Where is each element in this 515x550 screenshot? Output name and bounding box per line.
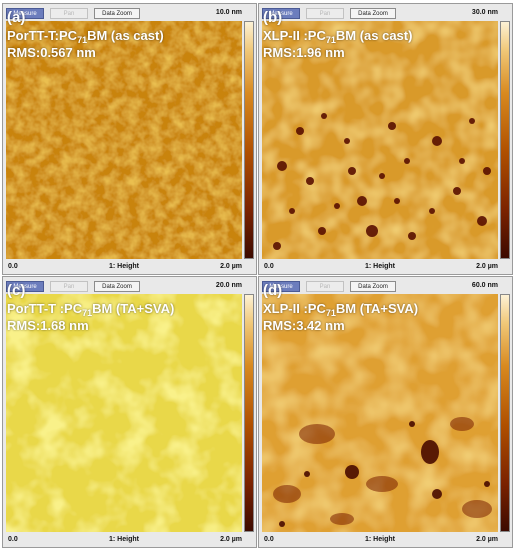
x-axis-max: 2.0 µm xyxy=(476,536,498,543)
data-zoom-button[interactable]: Data Zoom xyxy=(94,281,140,292)
afm-height-image xyxy=(6,294,242,532)
panel-footer: 0.0 1: Height 2.0 µm xyxy=(6,536,242,546)
measure-button[interactable]: Measure xyxy=(262,281,300,292)
channel-label: 1: Height xyxy=(109,263,139,270)
z-scale-max: 30.0 nm xyxy=(471,9,498,16)
data-zoom-button[interactable]: Data Zoom xyxy=(350,8,396,19)
afm-height-image xyxy=(6,21,242,259)
z-scale-max: 10.0 nm xyxy=(215,9,242,16)
channel-label: 1: Height xyxy=(109,536,139,543)
measure-button[interactable]: Measure xyxy=(262,8,300,19)
panel-letter: (a) xyxy=(7,9,26,26)
z-scale-max: 60.0 nm xyxy=(471,282,498,289)
rms-value: RMS:1.96 nm xyxy=(263,45,345,60)
pan-button[interactable]: Pan xyxy=(50,8,88,19)
height-colorbar xyxy=(244,21,254,259)
afm-panel-c: Measure Pan Data Zoom 20.0 nm 0.0 1: Hei… xyxy=(2,276,257,548)
x-axis-max: 2.0 µm xyxy=(220,263,242,270)
height-colorbar xyxy=(244,294,254,532)
x-axis-min: 0.0 xyxy=(8,536,18,543)
pan-button[interactable]: Pan xyxy=(50,281,88,292)
data-zoom-button[interactable]: Data Zoom xyxy=(350,281,396,292)
panel-annotation: (a) PorTT-T:PC71BM (as cast) RMS:0.567 n… xyxy=(7,9,164,61)
panel-toolbar: Measure Pan Data Zoom xyxy=(262,8,512,20)
panel-annotation: (c) PorTT-T :PC71BM (TA+SVA) RMS:1.68 nm xyxy=(7,282,174,334)
x-axis-min: 0.0 xyxy=(264,263,274,270)
rms-value: RMS:0.567 nm xyxy=(7,45,96,60)
height-colorbar xyxy=(500,21,510,259)
x-axis-max: 2.0 µm xyxy=(476,263,498,270)
afm-height-image xyxy=(262,21,498,259)
panel-letter: (d) xyxy=(263,282,283,299)
channel-label: 1: Height xyxy=(365,536,395,543)
afm-panel-b: Measure Pan Data Zoom 30.0 nm xyxy=(258,3,513,275)
panel-annotation: (b) XLP-II :PC71BM (as cast) RMS:1.96 nm xyxy=(263,9,412,61)
data-zoom-button[interactable]: Data Zoom xyxy=(94,8,140,19)
panel-footer: 0.0 1: Height 2.0 µm xyxy=(262,263,498,273)
sample-title: XLP-II :PC71BM (TA+SVA) xyxy=(263,301,419,318)
pan-button[interactable]: Pan xyxy=(306,281,344,292)
afm-height-image xyxy=(262,294,498,532)
rms-value: RMS:3.42 nm xyxy=(263,318,345,333)
x-axis-min: 0.0 xyxy=(264,536,274,543)
measure-button[interactable]: Measure xyxy=(6,8,44,19)
panel-toolbar: Measure Pan Data Zoom xyxy=(6,281,256,293)
panel-letter: (b) xyxy=(263,9,283,26)
panel-toolbar: Measure Pan Data Zoom xyxy=(262,281,512,293)
afm-panel-a: Measure Pan Data Zoom 10.0 nm 0.0 1: Hei… xyxy=(2,3,257,275)
sample-title: PorTT-T :PC71BM (TA+SVA) xyxy=(7,301,175,318)
panel-toolbar: Measure Pan Data Zoom xyxy=(6,8,256,20)
x-axis-min: 0.0 xyxy=(8,263,18,270)
panel-letter: (c) xyxy=(7,282,26,299)
x-axis-max: 2.0 µm xyxy=(220,536,242,543)
sample-title: XLP-II :PC71BM (as cast) xyxy=(263,28,413,45)
z-scale-max: 20.0 nm xyxy=(215,282,242,289)
panel-annotation: (d) XLP-II :PC71BM (TA+SVA) RMS:3.42 nm xyxy=(263,282,418,334)
panel-footer: 0.0 1: Height 2.0 µm xyxy=(6,263,242,273)
pan-button[interactable]: Pan xyxy=(306,8,344,19)
sample-title: PorTT-T:PC71BM (as cast) xyxy=(7,28,164,45)
measure-button[interactable]: Measure xyxy=(6,281,44,292)
afm-panel-d: Measure Pan Data Zoom 60.0 nm xyxy=(258,276,513,548)
rms-value: RMS:1.68 nm xyxy=(7,318,89,333)
panel-footer: 0.0 1: Height 2.0 µm xyxy=(262,536,498,546)
channel-label: 1: Height xyxy=(365,263,395,270)
height-colorbar xyxy=(500,294,510,532)
